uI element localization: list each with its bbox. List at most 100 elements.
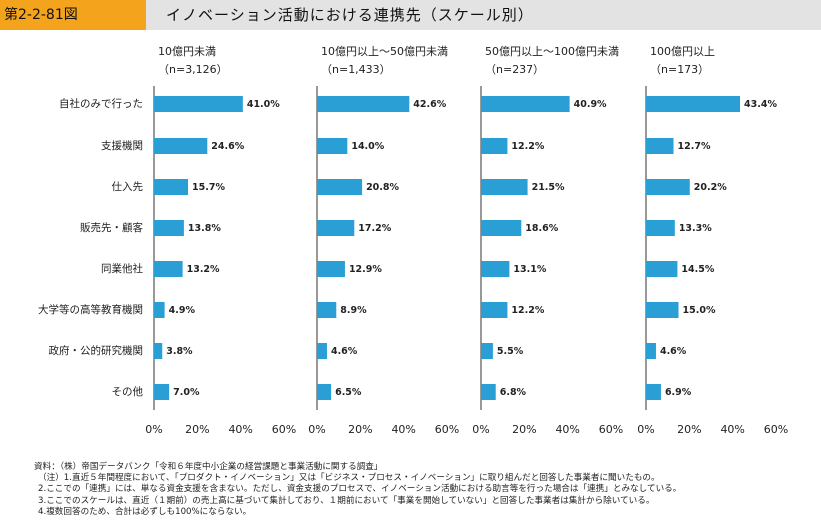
category-label: 支援機関: [101, 139, 143, 152]
bar-value-label: 18.6%: [525, 223, 558, 234]
panel-sample-size: （n=3,126）: [158, 63, 228, 76]
bar: [481, 138, 508, 154]
x-tick-label: 20%: [348, 423, 372, 436]
bar: [481, 179, 528, 195]
bar-value-label: 14.0%: [351, 141, 384, 152]
x-tick-label: 60%: [599, 423, 623, 436]
x-tick-label: 0%: [145, 423, 162, 436]
bar-value-label: 15.7%: [192, 182, 225, 193]
category-label: 販売先・顧客: [80, 221, 143, 234]
bar-value-label: 13.8%: [188, 223, 221, 234]
bar: [646, 179, 690, 195]
bar: [154, 179, 189, 195]
bar: [154, 343, 163, 359]
x-tick-label: 20%: [185, 423, 209, 436]
bar: [317, 343, 327, 359]
bar-value-label: 6.9%: [665, 387, 692, 398]
bar-value-label: 24.6%: [211, 141, 244, 152]
bar-value-label: 20.2%: [694, 182, 727, 193]
bar-value-label: 43.4%: [744, 99, 777, 110]
category-label: 仕入先: [112, 180, 144, 193]
panel-sample-size: （n=173）: [650, 63, 709, 76]
note-3: 3.ここでのスケールは、直近（１期前）の売上高に基づいて集計しており、１期前にお…: [38, 495, 655, 506]
bar-value-label: 8.9%: [340, 305, 367, 316]
bar: [481, 384, 496, 400]
bar-value-label: 4.6%: [660, 346, 687, 357]
bar-chart: 自社のみで行った支援機関仕入先販売先・顧客同業他社大学等の高等教育機関政府・公的…: [38, 45, 788, 436]
bar-value-label: 20.8%: [366, 182, 399, 193]
x-tick-label: 20%: [677, 423, 701, 436]
x-tick-label: 60%: [764, 423, 788, 436]
x-tick-label: 40%: [391, 423, 415, 436]
x-tick-label: 40%: [555, 423, 579, 436]
bar: [317, 302, 337, 318]
bar: [646, 261, 678, 277]
bar: [646, 384, 661, 400]
x-tick-label: 40%: [720, 423, 744, 436]
x-tick-label: 40%: [228, 423, 252, 436]
bar-value-label: 12.9%: [349, 264, 382, 275]
bar: [481, 343, 493, 359]
bar: [481, 220, 522, 236]
bar-value-label: 12.2%: [511, 305, 544, 316]
bar-value-label: 13.3%: [679, 223, 712, 234]
x-tick-label: 0%: [308, 423, 325, 436]
panel-label: 100億円以上: [650, 45, 715, 58]
bar: [154, 384, 170, 400]
x-tick-label: 0%: [472, 423, 489, 436]
bar-value-label: 6.8%: [500, 387, 527, 398]
figure-title: イノベーション活動における連携先（スケール別）: [166, 6, 534, 24]
bar: [317, 384, 332, 400]
category-label: 自社のみで行った: [59, 97, 143, 110]
bar-value-label: 12.7%: [678, 141, 711, 152]
bar: [317, 138, 348, 154]
bar-value-label: 40.9%: [574, 99, 607, 110]
bar: [154, 220, 184, 236]
panel-sample-size: （n=237）: [485, 63, 544, 76]
note-4: 4.複数回答のため、合計は必ずしも100%にならない。: [38, 506, 252, 517]
bar-value-label: 6.5%: [335, 387, 362, 398]
bar-value-label: 4.9%: [169, 305, 196, 316]
bar-value-label: 15.0%: [683, 305, 716, 316]
x-tick-label: 60%: [435, 423, 459, 436]
category-label: その他: [112, 385, 144, 398]
bar-value-label: 4.6%: [331, 346, 358, 357]
category-label: 政府・公的研究機関: [49, 344, 144, 357]
bar: [154, 302, 165, 318]
bar: [646, 220, 675, 236]
category-label: 同業他社: [101, 262, 143, 275]
bar-value-label: 41.0%: [247, 99, 280, 110]
x-tick-label: 0%: [637, 423, 654, 436]
bar-value-label: 13.2%: [187, 264, 220, 275]
bar-value-label: 7.0%: [173, 387, 200, 398]
bar: [317, 179, 363, 195]
figure-number-badge: [0, 0, 146, 30]
bar: [154, 138, 208, 154]
bar-value-label: 12.2%: [511, 141, 544, 152]
note-2: 2.ここでの「連携」には、単なる資金支援を含まない。ただし、資金支援のプロセスで…: [38, 484, 682, 495]
figure-number: 第2-2-81図: [4, 7, 78, 23]
bar-value-label: 13.1%: [513, 264, 546, 275]
x-tick-label: 20%: [512, 423, 536, 436]
panel-label: 50億円以上～100億円未満: [485, 45, 619, 58]
bar-value-label: 17.2%: [358, 223, 391, 234]
panel-sample-size: （n=1,433）: [321, 63, 391, 76]
bar-value-label: 3.8%: [166, 346, 193, 357]
bar: [481, 96, 570, 112]
bar: [646, 343, 656, 359]
bar: [646, 138, 674, 154]
bar: [646, 302, 679, 318]
bar-value-label: 42.6%: [413, 99, 446, 110]
bar: [646, 96, 741, 112]
note-source: 資料：（株）帝国データバンク「令和６年度中小企業の経営課題と事業活動に関する調査…: [34, 462, 383, 472]
bar: [154, 96, 243, 112]
bar: [481, 302, 508, 318]
bar: [481, 261, 510, 277]
category-label: 大学等の高等教育機関: [38, 303, 143, 316]
notes: 資料：（株）帝国データバンク「令和６年度中小企業の経営課題と事業活動に関する調査…: [34, 462, 814, 518]
bar: [317, 261, 345, 277]
note-1: （注）1.直近５年間程度において、「プロダクト・イノベーション」又は「ビジネス・…: [38, 473, 660, 484]
bar-value-label: 14.5%: [681, 264, 714, 275]
x-tick-label: 60%: [272, 423, 296, 436]
bar-value-label: 5.5%: [497, 346, 524, 357]
